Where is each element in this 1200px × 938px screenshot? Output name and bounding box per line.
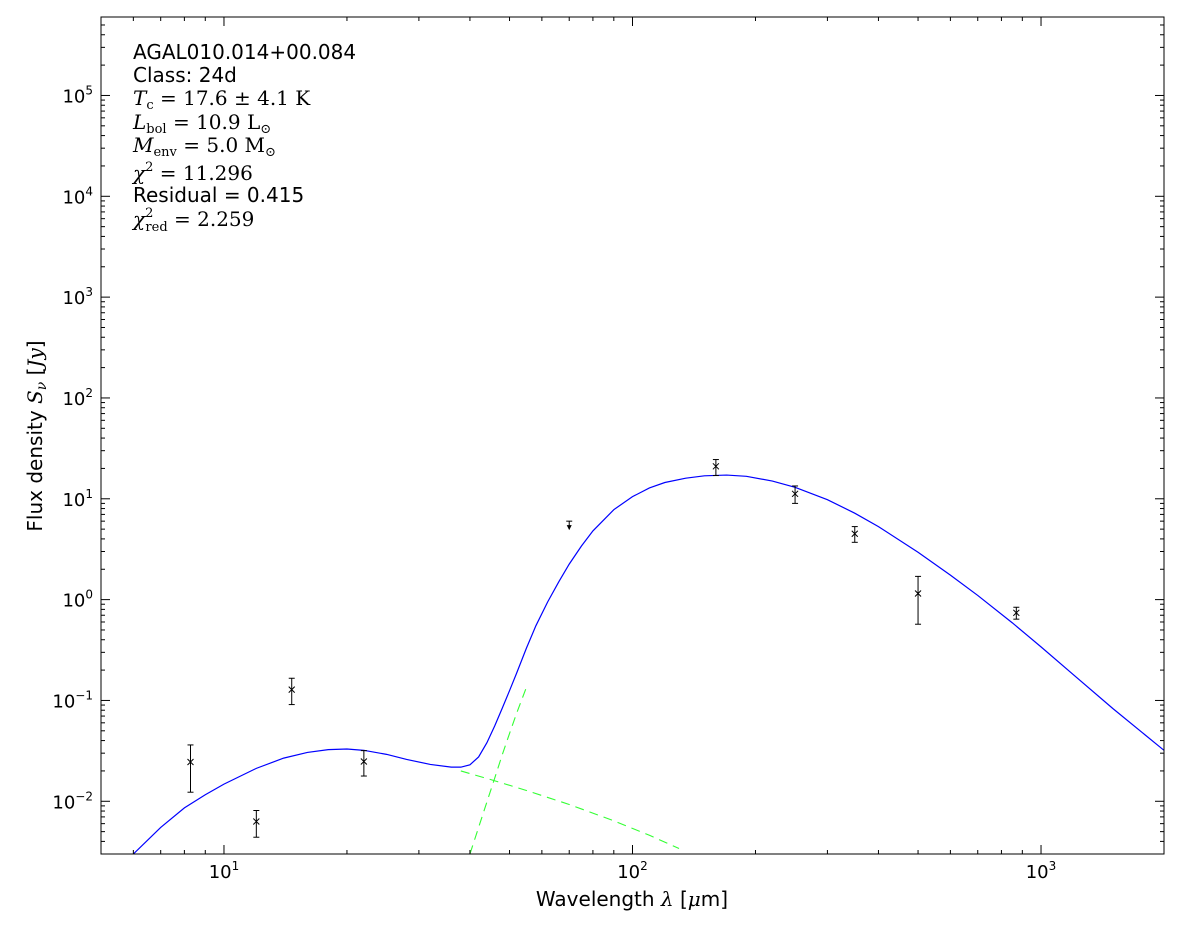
- data-points: [187, 459, 1020, 838]
- model-curves: [132, 474, 1164, 854]
- data-point: [360, 758, 368, 765]
- y-tick-label: 10−2: [52, 789, 93, 813]
- y-axis-label: Flux density Sν [Jy]: [23, 340, 50, 531]
- upper-limit-arrow: [566, 525, 572, 531]
- warm-component-line: [460, 770, 680, 850]
- y-tick-label: 103: [62, 285, 93, 309]
- tc-line: Tc = 17.6 ± 4.1 K: [133, 86, 311, 113]
- annotation-block: AGAL010.014+00.084 Class: 24d Tc = 17.6 …: [131, 40, 356, 235]
- total-model-line: [132, 474, 1164, 854]
- x-tick-label: 101: [209, 859, 240, 883]
- x-axis-label: Wavelength λ [μm]: [536, 887, 728, 911]
- data-point: [252, 818, 260, 825]
- residual-line: Residual = 0.415: [133, 183, 304, 207]
- data-point: [914, 590, 922, 597]
- y-tick-label: 105: [62, 83, 93, 107]
- y-tick-label: 101: [62, 487, 93, 511]
- cold-component-line: [469, 687, 527, 854]
- chi2red-line: χ2 red = 2.259: [131, 206, 254, 235]
- source-name: AGAL010.014+00.084: [133, 40, 356, 64]
- data-point: [712, 462, 720, 470]
- data-point: [187, 758, 194, 766]
- axis-ticks: 101 102 103 10−2 10−1 100 101 102 103 104 105: [52, 16, 1165, 883]
- y-tick-label: 100: [62, 588, 93, 612]
- y-tick-label: 102: [62, 386, 93, 410]
- x-tick-label: 102: [617, 859, 648, 883]
- data-point: [791, 490, 799, 498]
- x-tick-label: 103: [1026, 859, 1057, 883]
- data-point: [1012, 609, 1020, 617]
- y-tick-label: 10−1: [52, 688, 93, 712]
- y-tick-label: 104: [62, 184, 93, 208]
- data-point: [851, 530, 859, 538]
- data-point: [288, 686, 296, 693]
- class-line: Class: 24d: [133, 63, 237, 87]
- menv-line: Menv = 5.0 M⊙: [132, 133, 276, 160]
- chi2-line: χ2 = 11.296: [131, 160, 253, 185]
- lbol-line: Lbol = 10.9 L⊙: [132, 110, 271, 137]
